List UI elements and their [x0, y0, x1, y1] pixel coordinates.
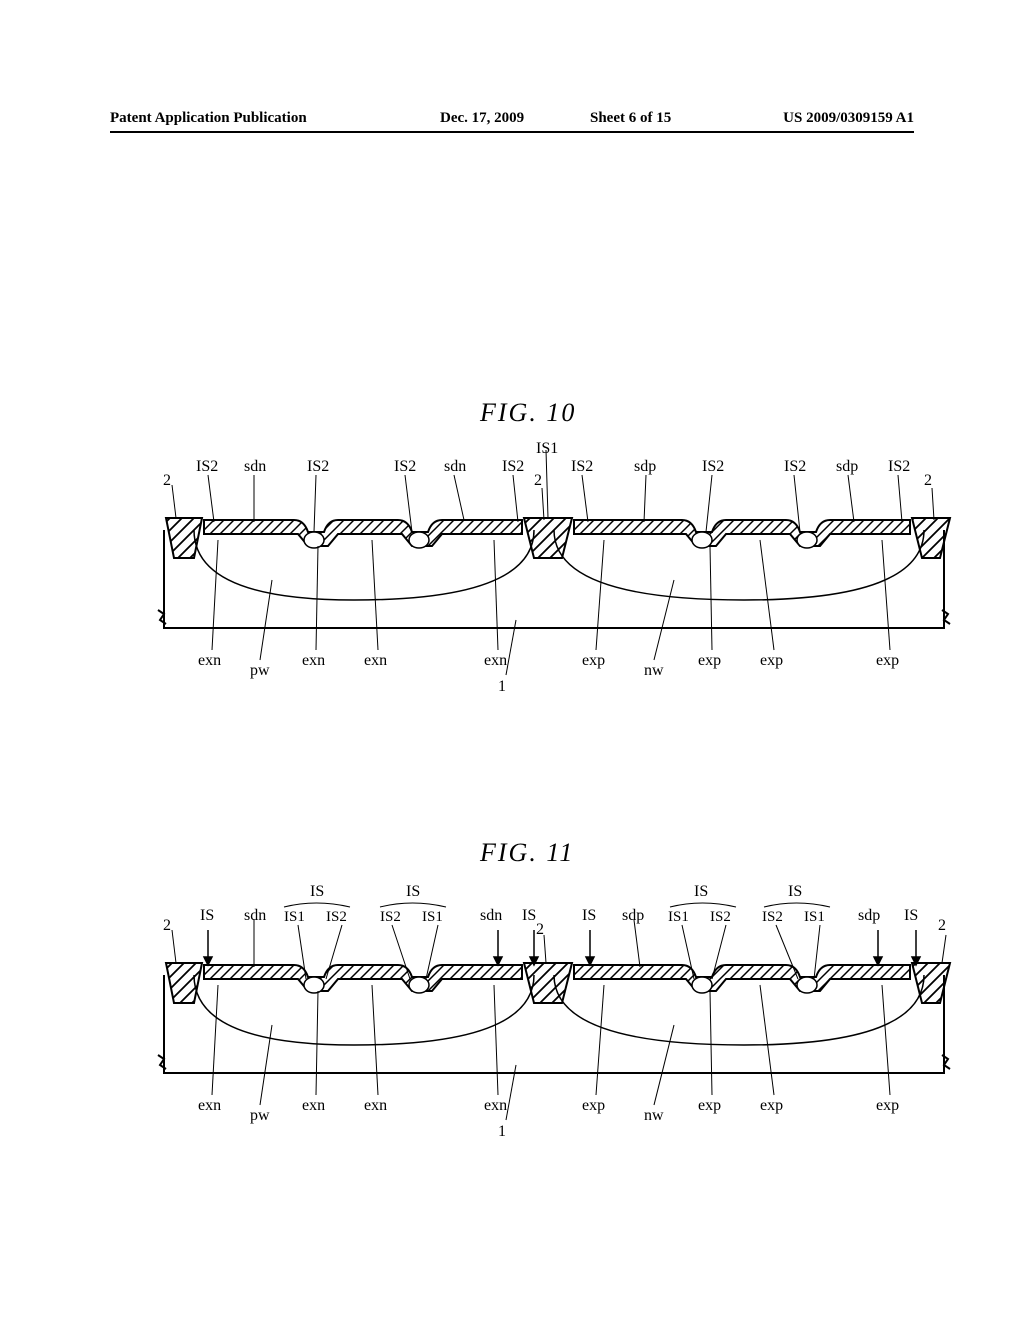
- lbl-is2: IS2: [326, 909, 347, 926]
- lbl-exp: exp: [582, 1097, 605, 1115]
- lbl-exn: exn: [364, 652, 387, 670]
- lbl-is1: IS1: [804, 909, 825, 926]
- lbl-2: 2: [163, 917, 171, 935]
- lbl-2: 2: [536, 921, 544, 939]
- lbl-exn: exn: [302, 652, 325, 670]
- lbl-exn: exn: [484, 1097, 507, 1115]
- lbl-exn: exn: [198, 652, 221, 670]
- lbl-sdp: sdp: [622, 907, 644, 925]
- lbl-pw: pw: [250, 662, 270, 680]
- lbl-1: 1: [498, 1123, 506, 1141]
- lbl-is: IS: [904, 907, 918, 925]
- lbl-is2: IS2: [502, 458, 524, 476]
- lbl-sdn: sdn: [480, 907, 502, 925]
- lbl-sdn: sdn: [444, 458, 466, 476]
- lbl-is2: IS2: [784, 458, 806, 476]
- lbl-is2: IS2: [196, 458, 218, 476]
- lbl-is: IS: [788, 883, 802, 901]
- lbl-2: 2: [163, 472, 171, 490]
- lbl-is2: IS2: [307, 458, 329, 476]
- lbl-exp: exp: [760, 1097, 783, 1115]
- lbl-is2: IS2: [888, 458, 910, 476]
- lbl-nw: nw: [644, 1107, 664, 1125]
- lbl-exn: exn: [198, 1097, 221, 1115]
- lbl-is1: IS1: [422, 909, 443, 926]
- lbl-exp: exp: [698, 652, 721, 670]
- lbl-exn: exn: [302, 1097, 325, 1115]
- lbl-is: IS: [310, 883, 324, 901]
- lbl-pw: pw: [250, 1107, 270, 1125]
- figure-10-diagram: [154, 450, 954, 700]
- lbl-is2: IS2: [710, 909, 731, 926]
- figure-11-diagram: [154, 885, 954, 1145]
- lbl-is: IS: [582, 907, 596, 925]
- lbl-is1: IS1: [668, 909, 689, 926]
- lbl-exp: exp: [876, 1097, 899, 1115]
- lbl-sdn: sdn: [244, 458, 266, 476]
- header-pubno: US 2009/0309159 A1: [783, 110, 914, 127]
- figure-10-title: FIG. 10: [480, 398, 576, 428]
- lbl-sdp: sdp: [634, 458, 656, 476]
- lbl-exp: exp: [582, 652, 605, 670]
- lbl-1: 1: [498, 678, 506, 696]
- lbl-is2: IS2: [380, 909, 401, 926]
- lbl-nw: nw: [644, 662, 664, 680]
- lbl-is2: IS2: [702, 458, 724, 476]
- lbl-2: 2: [938, 917, 946, 935]
- lbl-exp: exp: [698, 1097, 721, 1115]
- lbl-is2: IS2: [762, 909, 783, 926]
- lbl-exn: exn: [364, 1097, 387, 1115]
- header-sheet: Sheet 6 of 15: [590, 110, 671, 127]
- lbl-is1: IS1: [284, 909, 305, 926]
- header-date: Dec. 17, 2009: [440, 110, 524, 127]
- figure-11-title: FIG. 11: [480, 838, 574, 868]
- page-header: Patent Application Publication Dec. 17, …: [110, 110, 914, 133]
- lbl-2: 2: [924, 472, 932, 490]
- lbl-is2: IS2: [394, 458, 416, 476]
- lbl-sdp: sdp: [858, 907, 880, 925]
- lbl-exp: exp: [760, 652, 783, 670]
- header-left: Patent Application Publication: [110, 110, 307, 127]
- lbl-sdn: sdn: [244, 907, 266, 925]
- lbl-2: 2: [534, 472, 542, 490]
- lbl-is: IS: [522, 907, 536, 925]
- lbl-exn: exn: [484, 652, 507, 670]
- lbl-is2: IS2: [571, 458, 593, 476]
- lbl-is1: IS1: [536, 440, 558, 458]
- lbl-is: IS: [694, 883, 708, 901]
- lbl-is: IS: [406, 883, 420, 901]
- lbl-is: IS: [200, 907, 214, 925]
- lbl-sdp: sdp: [836, 458, 858, 476]
- lbl-exp: exp: [876, 652, 899, 670]
